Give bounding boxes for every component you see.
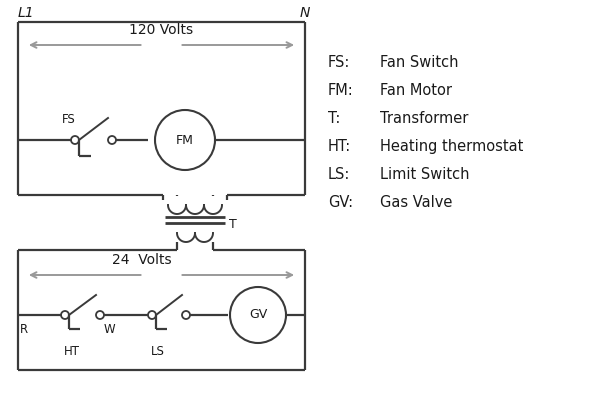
Text: GV: GV bbox=[249, 308, 267, 322]
Text: Heating thermostat: Heating thermostat bbox=[380, 139, 523, 154]
Text: L1: L1 bbox=[18, 6, 35, 20]
Text: Transformer: Transformer bbox=[380, 111, 468, 126]
Text: 24  Volts: 24 Volts bbox=[112, 253, 171, 267]
Text: HT: HT bbox=[64, 345, 80, 358]
Text: Fan Motor: Fan Motor bbox=[380, 83, 452, 98]
Text: LS:: LS: bbox=[328, 167, 350, 182]
Text: Gas Valve: Gas Valve bbox=[380, 195, 453, 210]
Text: FM:: FM: bbox=[328, 83, 354, 98]
Text: R: R bbox=[20, 323, 28, 336]
Text: FM: FM bbox=[176, 134, 194, 146]
Text: LS: LS bbox=[151, 345, 165, 358]
Text: HT:: HT: bbox=[328, 139, 351, 154]
Text: FS:: FS: bbox=[328, 55, 350, 70]
Text: Limit Switch: Limit Switch bbox=[380, 167, 470, 182]
Text: W: W bbox=[104, 323, 116, 336]
Text: FS: FS bbox=[62, 113, 76, 126]
Text: T:: T: bbox=[328, 111, 340, 126]
Text: GV:: GV: bbox=[328, 195, 353, 210]
Text: 120 Volts: 120 Volts bbox=[129, 23, 194, 37]
Text: N: N bbox=[300, 6, 310, 20]
Text: T: T bbox=[229, 218, 237, 232]
Text: Fan Switch: Fan Switch bbox=[380, 55, 458, 70]
